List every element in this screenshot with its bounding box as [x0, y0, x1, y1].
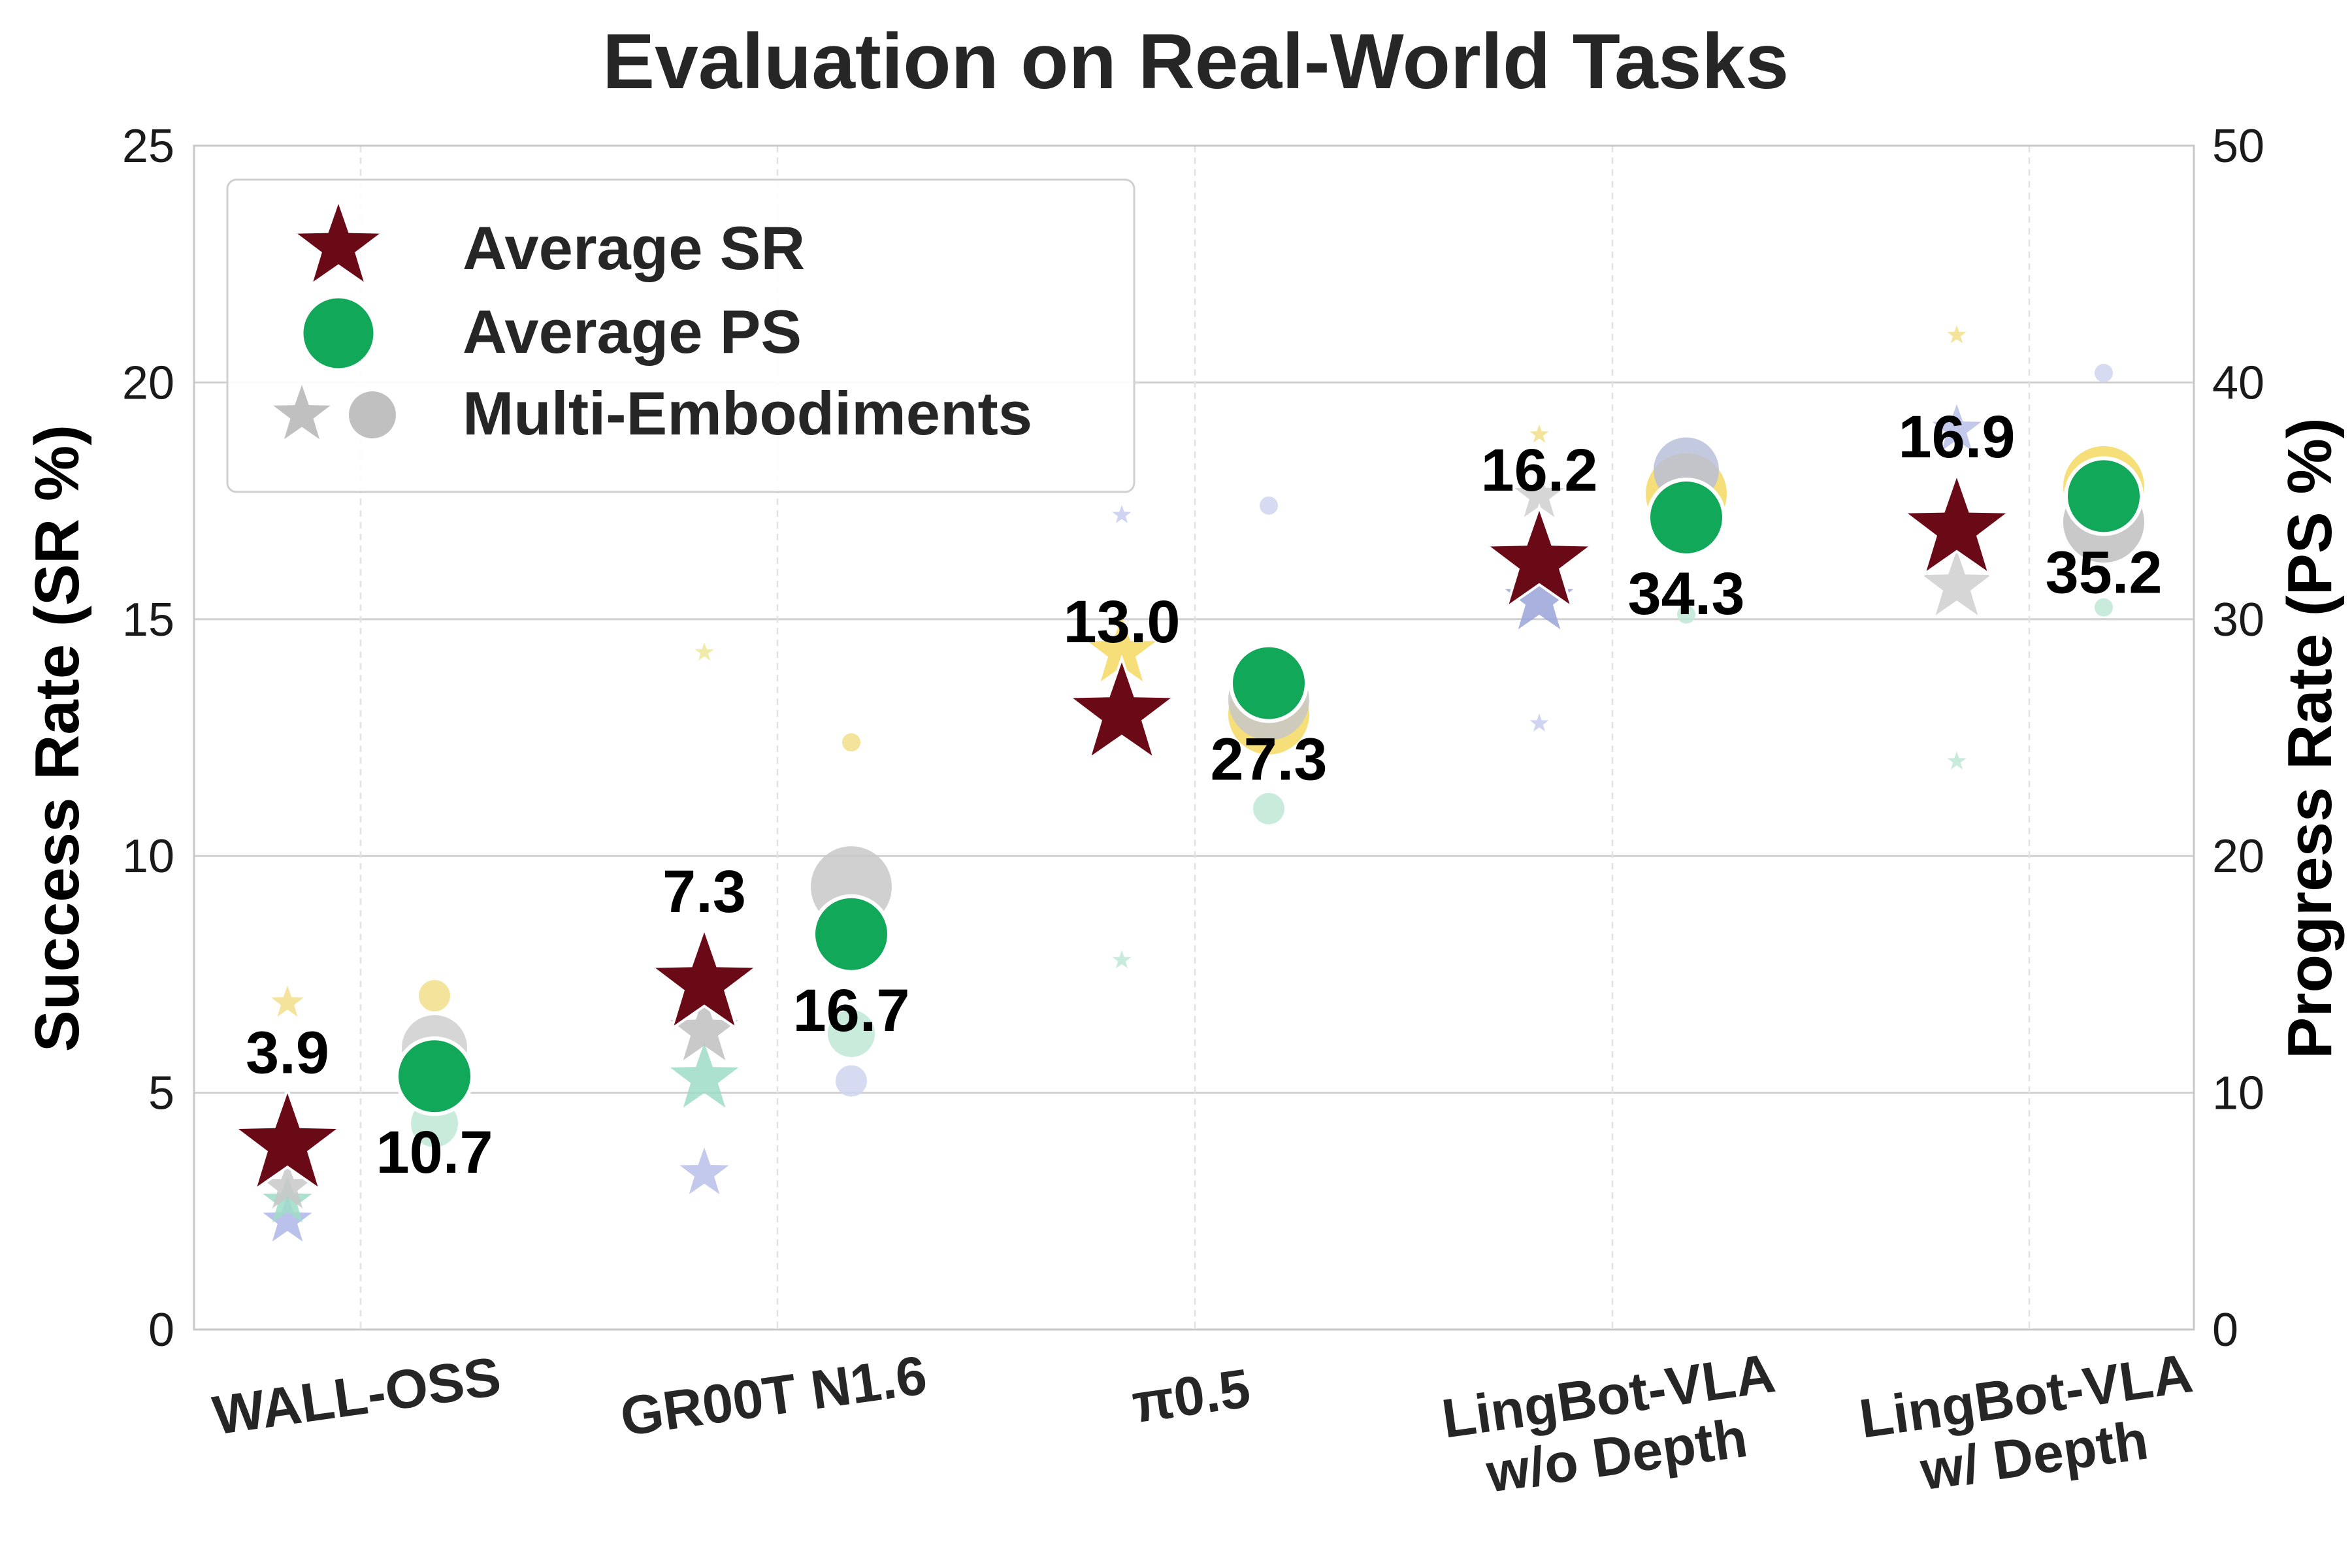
y-right-tick-label: 50: [2212, 120, 2264, 172]
x-tick-line: π0.5: [1128, 1357, 1254, 1434]
average-ps-marker: [2064, 456, 2144, 536]
x-tick-line: GR00T N1.6: [617, 1344, 930, 1448]
multi-embodiment-sr-star: [270, 985, 304, 1017]
multi-embodiment-sr-star: [670, 995, 739, 1060]
y-right-tick-label: 10: [2212, 1068, 2264, 1120]
x-tick-label: WALL-OSS: [209, 1345, 504, 1446]
multi-embodiment-sr-star: [1505, 564, 1574, 630]
x-tick-label: π0.5: [1128, 1357, 1254, 1434]
average-markers: [231, 456, 2144, 1194]
y-left-tick-label: 25: [122, 120, 174, 172]
legend-entry-label: Average PS: [463, 297, 802, 366]
y-right-tick-label: 0: [2212, 1304, 2238, 1356]
multi-embodiment-ps-dot: [828, 1010, 875, 1057]
multi-embodiment-sr-star: [1947, 751, 1967, 770]
legend: Average SR Average PS Multi-Embodiments: [226, 178, 1135, 493]
chart-title: Evaluation on Real-World Tasks: [602, 18, 1789, 105]
y-right-tick-label: 30: [2212, 594, 2264, 646]
sr-value-label: 7.3: [662, 858, 746, 925]
multi-embodiment-sr-star: [679, 1147, 729, 1194]
sr-value-label: 16.9: [1898, 404, 2015, 470]
svg-text:GR00T N1.6: GR00T N1.6: [617, 1344, 930, 1448]
multi-embodiment-sr-star: [1529, 713, 1549, 732]
ps-value-label: 10.7: [376, 1119, 493, 1186]
multi-embodiment-ps-dot: [1260, 496, 1278, 515]
multi-embodiment-sr-star: [1112, 504, 1132, 523]
multi-embodiment-sr-star: [1922, 550, 1991, 615]
multi-embodiment-sr-star: [1932, 404, 1982, 451]
multi-embodiment-sr-star: [263, 1162, 312, 1209]
multi-embodiment-ps-dot: [1677, 605, 1695, 624]
ps-value-label: 27.3: [1210, 727, 1327, 793]
multi-embodiment-ps-dot: [2095, 598, 2113, 617]
svg-text:π0.5: π0.5: [1128, 1357, 1254, 1434]
legend-multi-star-icon: [273, 385, 331, 440]
svg-text:LingBot-VLAw/ Depth: LingBot-VLAw/ Depth: [1855, 1342, 2204, 1509]
average-sr-marker: [231, 1085, 344, 1194]
multi-embodiment-ps-dot: [1253, 792, 1284, 825]
x-tick-label: GR00T N1.6: [617, 1344, 930, 1448]
average-ps-marker: [811, 894, 891, 974]
data-labels: 3.9 7.3 13.0 16.2 16.9 10.7 16.7 27.3 34.3 35.2: [246, 404, 2162, 1186]
multi-embodiment-ps-dot: [2095, 363, 2113, 382]
average-ps-marker: [1646, 477, 1726, 557]
plot-frame: [193, 144, 2195, 1331]
average-sr-marker: [647, 924, 761, 1032]
multi-embodiment-ps-dot: [842, 733, 860, 752]
multi-embodiment-sr-star: [1947, 325, 1967, 344]
sr-value-label: 16.2: [1480, 437, 1597, 504]
average-ps-marker: [1229, 643, 1309, 723]
legend-box: [226, 178, 1135, 493]
average-sr-marker: [1065, 654, 1179, 762]
y-left-tick-label: 10: [122, 830, 174, 883]
legend-sr-star-icon: [289, 195, 387, 289]
multi-embodiment-sr-star: [1087, 616, 1156, 681]
legend-entry-label: Multi-Embodiments: [463, 379, 1032, 448]
legend-ps-circle-icon: [300, 295, 377, 372]
average-ps-marker: [395, 1036, 474, 1117]
sr-value-label: 13.0: [1063, 589, 1180, 655]
ps-value-label: 34.3: [1627, 561, 1744, 627]
svg-text:WALL-OSS: WALL-OSS: [209, 1345, 504, 1446]
y-axis-right-title: Progress Rate (PS %): [2275, 417, 2345, 1059]
average-sr-marker: [1482, 502, 1596, 611]
y-left-tick-label: 15: [122, 594, 174, 646]
x-tick-label: LingBot-VLAw/ Depth: [1855, 1342, 2204, 1509]
x-tick-line: WALL-OSS: [209, 1345, 504, 1446]
multi-embodiment-sr-star: [1514, 470, 1564, 517]
multi-embodiment-ps-dot: [836, 1065, 867, 1097]
y-axis-left-title: Success Rate (SR %): [22, 425, 92, 1052]
y-left-tick-label: 0: [148, 1304, 174, 1356]
multi-embodiment-ps-dot: [419, 980, 450, 1012]
legend-multi-circle-icon: [349, 391, 396, 438]
ps-value-label: 16.7: [792, 977, 909, 1044]
plot-border: [193, 144, 2195, 1331]
sr-value-label: 3.9: [246, 1019, 329, 1086]
x-tick-label: LingBot-VLAw/o Depth: [1438, 1342, 1787, 1509]
y-left-tick-label: 20: [122, 357, 174, 409]
svg-text:LingBot-VLAw/o Depth: LingBot-VLAw/o Depth: [1438, 1342, 1787, 1509]
y-right-tick-label: 40: [2212, 357, 2264, 409]
multi-embodiment-sr-star: [694, 642, 714, 661]
legend-entry-label: Average SR: [463, 214, 805, 282]
y-right-tick-label: 20: [2212, 830, 2264, 883]
multi-embodiment-sr-star: [1112, 950, 1132, 969]
multi-embodiment-sr-star: [263, 1194, 312, 1242]
average-sr-marker: [1900, 470, 2014, 578]
ps-value-label: 35.2: [2045, 539, 2162, 606]
multi-embodiment-sr-star: [1529, 424, 1549, 443]
y-left-tick-label: 5: [148, 1068, 174, 1120]
multi-embodiment-sr-star: [670, 1042, 739, 1108]
multi-embodiment-sr-star: [263, 1175, 312, 1223]
